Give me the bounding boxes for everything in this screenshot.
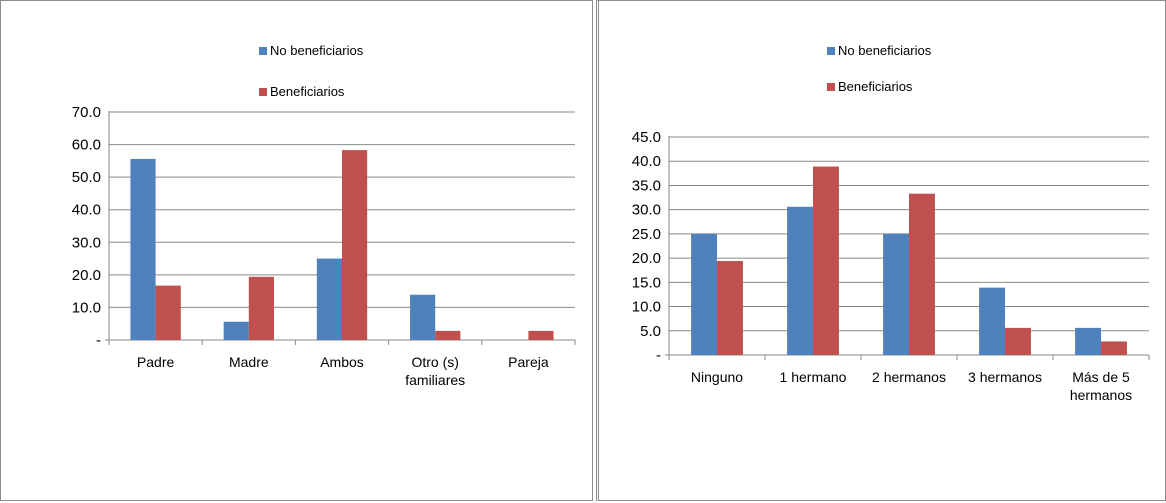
- y-tick-label: 35.0: [632, 177, 661, 194]
- bar-beneficiarios: [155, 285, 181, 340]
- legend-item-no-beneficiarios: No beneficiarios: [259, 43, 363, 58]
- bar-no-beneficiarios: [1075, 327, 1101, 355]
- x-tick-label: 2 hermanos: [872, 369, 946, 385]
- y-tick-label: 10.0: [72, 299, 101, 316]
- bar-no-beneficiarios: [883, 233, 909, 355]
- legend-swatch-red: [259, 87, 267, 96]
- y-tick-label: 40.0: [632, 153, 661, 170]
- x-tick-label: familiares: [405, 372, 465, 388]
- bar-no-beneficiarios: [787, 206, 813, 355]
- y-tick-label: -: [656, 347, 661, 364]
- chart-panel-right: No beneficiarios Beneficiarios - 5.0 10.0 1…: [596, 0, 1166, 501]
- bar-beneficiarios: [248, 276, 274, 340]
- bar-chart-left: - 10.0 20.0 30.0 40.0 50.0 60.0 70.0 Padre Madre A…: [72, 104, 576, 388]
- x-tick-label: Madre: [229, 354, 269, 370]
- y-tick-label: 25.0: [632, 226, 661, 243]
- y-tick-label: 20.0: [632, 250, 661, 267]
- x-tick-label: Otro (s): [411, 354, 458, 370]
- bar-beneficiarios: [909, 193, 935, 355]
- bar-no-beneficiarios: [979, 287, 1005, 355]
- x-tick-label: Ambos: [320, 354, 364, 370]
- chart-panel-left: No beneficiarios Beneficiarios - 10.0 20.0…: [0, 0, 593, 501]
- bar-beneficiarios: [342, 150, 368, 340]
- x-tick-label: Ninguno: [691, 369, 743, 385]
- legend-label: Beneficiarios: [838, 79, 913, 94]
- y-tick-label: 60.0: [72, 137, 101, 154]
- y-tick-label: 70.0: [72, 104, 101, 121]
- y-tick-label: -: [96, 332, 101, 349]
- x-tick-label: Pareja: [508, 354, 549, 370]
- bar-beneficiarios: [1005, 327, 1031, 355]
- bar-beneficiarios: [717, 261, 743, 355]
- bar-no-beneficiarios: [130, 158, 156, 340]
- legend-label: No beneficiarios: [270, 43, 364, 58]
- y-tick-label: 40.0: [72, 202, 101, 219]
- x-tick-label: 1 hermano: [780, 369, 847, 385]
- y-tick-label: 5.0: [640, 323, 661, 340]
- legend-swatch-blue: [827, 46, 835, 55]
- x-tick-label: 3 hermanos: [968, 369, 1042, 385]
- bar-beneficiarios: [528, 330, 554, 340]
- bar-beneficiarios: [435, 330, 461, 340]
- legend-item-no-beneficiarios: No beneficiarios: [827, 43, 931, 58]
- legend-label: No beneficiarios: [838, 43, 932, 58]
- bar-no-beneficiarios: [223, 321, 249, 340]
- legend-item-beneficiarios: Beneficiarios: [827, 79, 912, 94]
- bar-no-beneficiarios: [410, 294, 436, 340]
- y-tick-label: 50.0: [72, 169, 101, 186]
- x-tick-label: Padre: [137, 354, 175, 370]
- bar-beneficiarios: [813, 166, 839, 355]
- bar-no-beneficiarios: [316, 258, 342, 340]
- y-tick-label: 15.0: [632, 274, 661, 291]
- x-tick-label: hermanos: [1070, 387, 1132, 403]
- y-tick-label: 30.0: [72, 234, 101, 251]
- x-tick-label: Más de 5: [1072, 369, 1130, 385]
- bar-chart-right: - 5.0 10.0 15.0 20.0 25.0 30.0 35.0 40.0 45.0 Ning…: [632, 129, 1150, 403]
- bar-no-beneficiarios: [691, 233, 717, 355]
- legend-item-beneficiarios: Beneficiarios: [259, 84, 344, 99]
- legend-swatch-red: [827, 82, 835, 91]
- y-tick-label: 20.0: [72, 267, 101, 284]
- legend-label: Beneficiarios: [270, 84, 345, 99]
- y-tick-label: 10.0: [632, 299, 661, 316]
- legend-swatch-blue: [259, 46, 267, 55]
- y-tick-label: 45.0: [632, 129, 661, 146]
- y-tick-label: 30.0: [632, 202, 661, 219]
- bar-beneficiarios: [1101, 341, 1127, 355]
